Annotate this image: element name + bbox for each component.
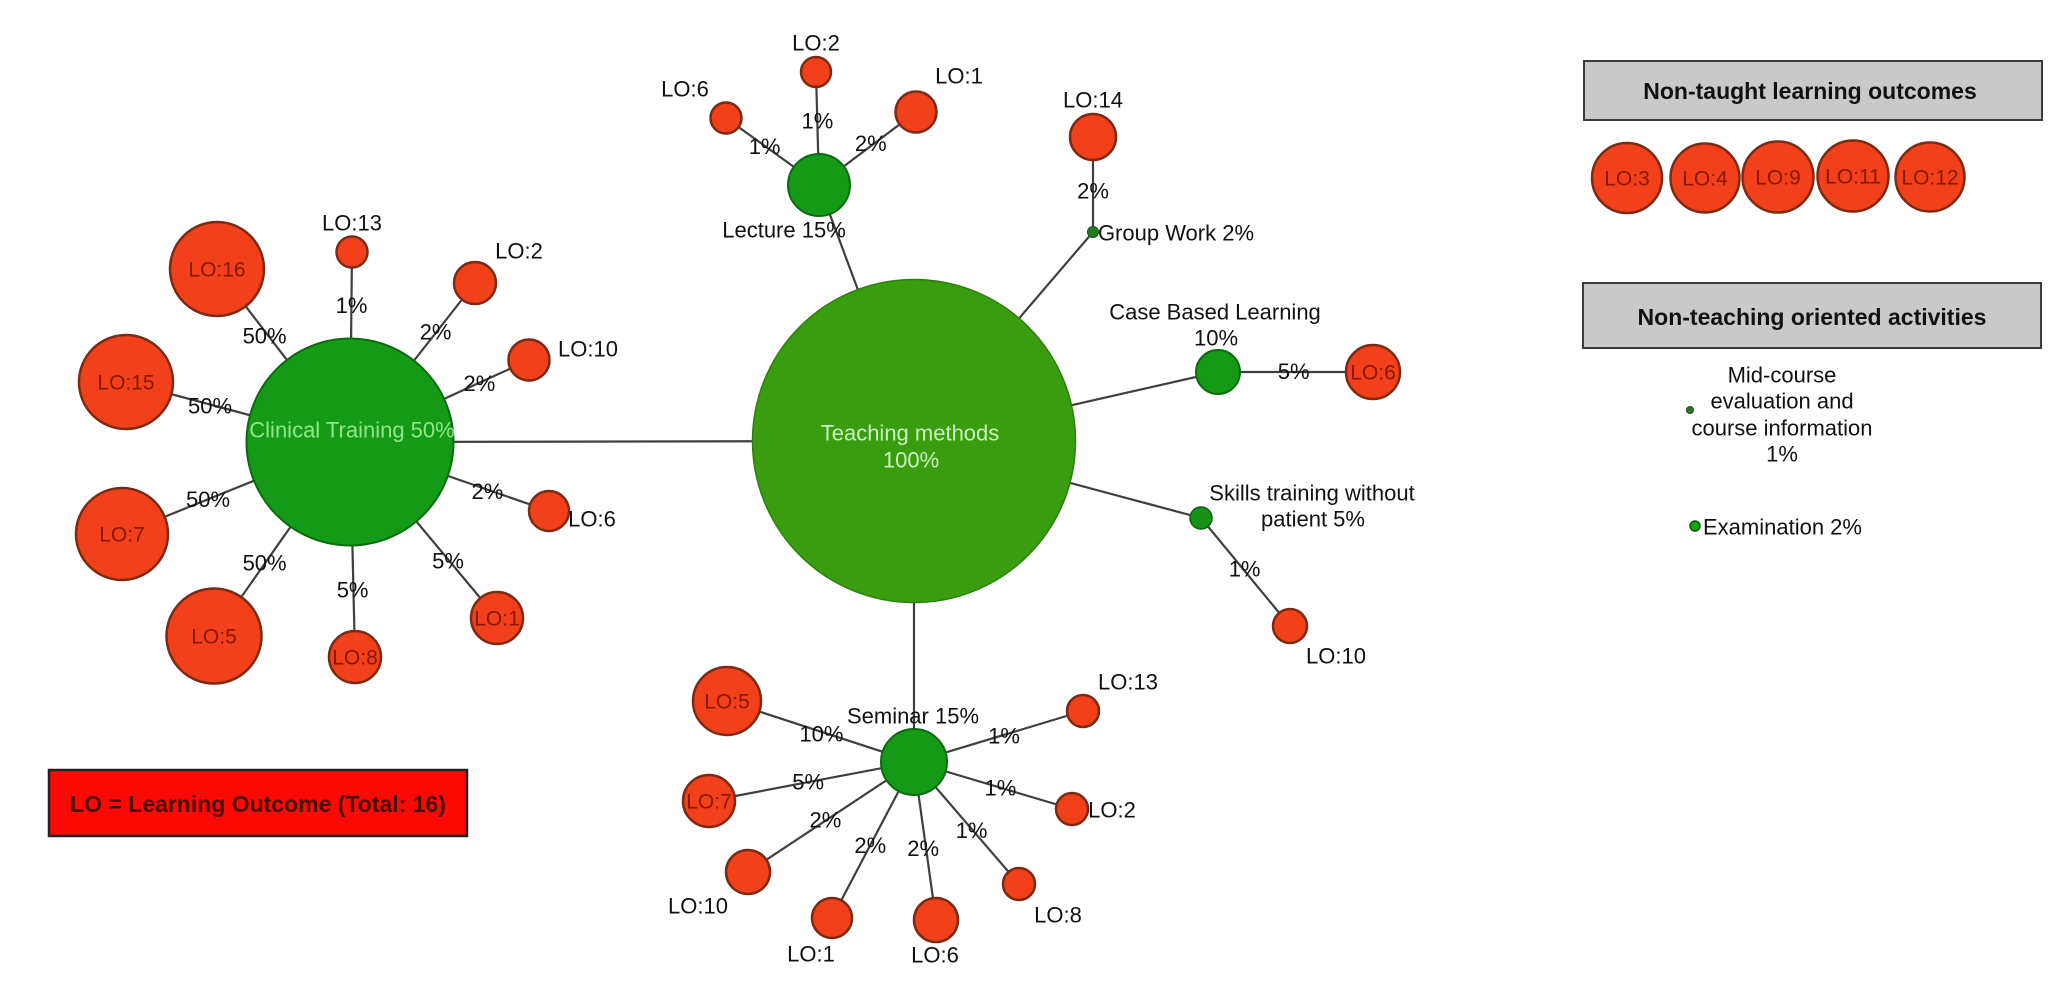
svg-text:10%: 10% — [1194, 326, 1238, 351]
svg-text:LO:11: LO:11 — [1825, 166, 1881, 189]
svg-text:LO:2: LO:2 — [792, 31, 840, 56]
svg-text:LO:10: LO:10 — [668, 894, 728, 919]
svg-text:LO:10: LO:10 — [558, 337, 618, 362]
svg-text:Case Based Learning: Case Based Learning — [1109, 300, 1321, 325]
svg-text:Teaching methods: Teaching methods — [821, 421, 1000, 446]
svg-text:Skills training without: Skills training without — [1209, 481, 1414, 506]
svg-text:2%: 2% — [1077, 179, 1109, 204]
svg-text:LO:6: LO:6 — [911, 943, 959, 968]
svg-text:1%: 1% — [1229, 557, 1261, 582]
svg-text:1%: 1% — [956, 818, 988, 843]
svg-text:2%: 2% — [472, 479, 504, 504]
svg-text:1%: 1% — [1766, 442, 1798, 467]
svg-text:1%: 1% — [802, 109, 834, 134]
svg-text:LO:15: LO:15 — [97, 372, 154, 395]
svg-text:LO:14: LO:14 — [1063, 88, 1123, 113]
svg-text:LO:1: LO:1 — [474, 608, 520, 631]
svg-text:1%: 1% — [988, 724, 1020, 749]
svg-text:LO:5: LO:5 — [191, 626, 237, 649]
svg-text:1%: 1% — [749, 134, 781, 159]
svg-text:LO:1: LO:1 — [935, 64, 983, 89]
svg-text:LO:2: LO:2 — [495, 239, 543, 264]
svg-text:LO:2: LO:2 — [1088, 798, 1136, 823]
svg-text:Mid-course: Mid-course — [1728, 363, 1837, 388]
svg-text:50%: 50% — [243, 324, 287, 349]
svg-text:50%: 50% — [188, 394, 232, 419]
svg-text:5%: 5% — [337, 578, 369, 603]
svg-text:50%: 50% — [186, 487, 230, 512]
svg-text:LO:7: LO:7 — [686, 791, 732, 814]
svg-text:Examination 2%: Examination 2% — [1703, 515, 1862, 540]
svg-text:5%: 5% — [792, 770, 824, 795]
svg-text:Lecture 15%: Lecture 15% — [722, 218, 846, 243]
svg-text:Non-teaching oriented activiti: Non-teaching oriented activities — [1638, 304, 1987, 330]
svg-text:2%: 2% — [810, 807, 842, 832]
svg-text:1%: 1% — [985, 776, 1017, 801]
svg-text:Group Work 2%: Group Work 2% — [1098, 221, 1254, 246]
svg-text:Clinical Training 50%: Clinical Training 50% — [249, 418, 454, 443]
svg-text:LO:10: LO:10 — [1306, 644, 1366, 669]
svg-text:LO:6: LO:6 — [661, 77, 709, 102]
svg-text:course information: course information — [1692, 416, 1873, 441]
svg-text:2%: 2% — [855, 131, 887, 156]
svg-text:Seminar 15%: Seminar 15% — [847, 704, 979, 729]
svg-text:LO:5: LO:5 — [704, 691, 750, 714]
svg-text:LO:6: LO:6 — [568, 507, 616, 532]
svg-text:LO:1: LO:1 — [787, 942, 835, 967]
svg-text:2%: 2% — [464, 371, 496, 396]
svg-text:2%: 2% — [420, 320, 452, 345]
svg-text:LO:12: LO:12 — [1901, 167, 1958, 190]
svg-text:LO:3: LO:3 — [1604, 168, 1650, 191]
svg-text:5%: 5% — [432, 549, 464, 574]
svg-text:2%: 2% — [854, 833, 886, 858]
svg-text:LO:13: LO:13 — [1098, 670, 1158, 695]
svg-text:100%: 100% — [883, 448, 939, 473]
svg-text:Non-taught learning outcomes: Non-taught learning outcomes — [1643, 78, 1977, 104]
svg-text:5%: 5% — [1278, 359, 1310, 384]
svg-text:10%: 10% — [799, 721, 843, 746]
svg-text:LO:9: LO:9 — [1755, 167, 1801, 190]
svg-text:LO:4: LO:4 — [1682, 168, 1728, 191]
svg-text:LO:8: LO:8 — [332, 647, 378, 670]
svg-text:LO:8: LO:8 — [1034, 903, 1082, 928]
svg-text:50%: 50% — [243, 551, 287, 576]
svg-text:LO:13: LO:13 — [322, 211, 382, 236]
svg-text:2%: 2% — [907, 836, 939, 861]
svg-text:patient 5%: patient 5% — [1261, 507, 1365, 532]
svg-text:1%: 1% — [336, 293, 368, 318]
svg-text:LO = Learning Outcome (Total:: LO = Learning Outcome (Total: 16) — [70, 791, 446, 817]
svg-text:LO:7: LO:7 — [99, 524, 145, 547]
svg-text:LO:6: LO:6 — [1350, 362, 1396, 385]
svg-text:evaluation and: evaluation and — [1710, 389, 1853, 414]
svg-text:LO:16: LO:16 — [188, 259, 245, 282]
